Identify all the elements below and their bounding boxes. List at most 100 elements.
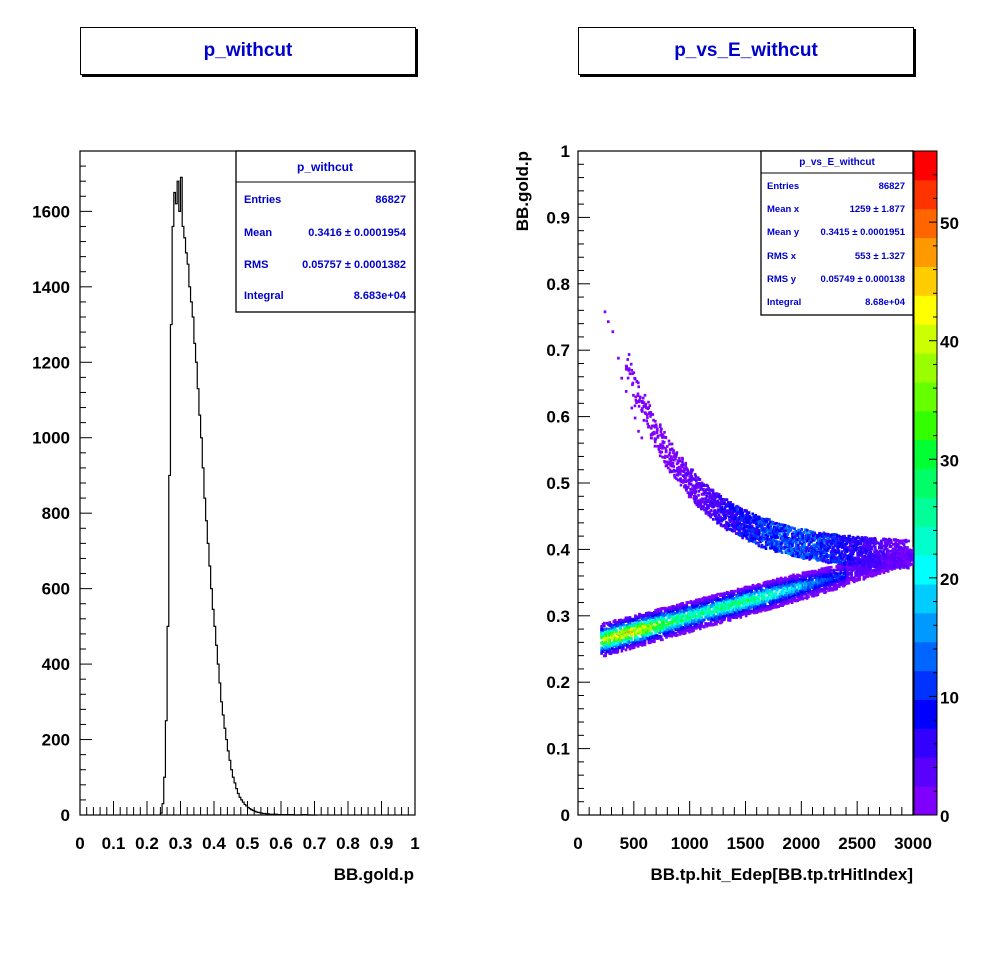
heatmap-cell: [678, 624, 682, 627]
heatmap-cell: [628, 640, 632, 644]
heatmap-cell: [877, 559, 880, 562]
heatmap-cell: [748, 523, 752, 526]
heatmap-cell: [820, 577, 824, 581]
heatmap-cell: [707, 600, 710, 604]
heatmap-cell: [663, 610, 667, 613]
heatmap-cell: [804, 589, 807, 593]
heatmap-cell: [645, 419, 648, 423]
heatmap-cell: [655, 634, 659, 637]
heatmap-cell: [661, 615, 664, 619]
heatmap-cell: [644, 633, 648, 637]
heatmap-cell: [714, 500, 717, 504]
heatmap-cell: [643, 631, 647, 634]
heatmap-cell: [911, 556, 914, 560]
heatmap-cell: [838, 568, 841, 571]
heatmap-cell: [695, 495, 698, 499]
heatmap-cell: [694, 598, 698, 602]
heatmap-cell: [634, 636, 637, 640]
heatmap-cell: [628, 618, 632, 622]
left-y-tick-label: 1400: [32, 278, 70, 297]
heatmap-cell: [734, 607, 737, 611]
heatmap-cell: [869, 574, 872, 578]
heatmap-cell: [666, 445, 669, 448]
heatmap-cell: [772, 543, 776, 547]
heatmap-cell: [908, 556, 911, 560]
heatmap-cell: [824, 575, 828, 579]
heatmap-cell: [712, 609, 716, 613]
heatmap-cell: [679, 479, 683, 483]
heatmap-cell: [834, 574, 837, 578]
heatmap-cell: [850, 568, 853, 571]
heatmap-cell: [608, 639, 611, 643]
heatmap-cell: [764, 543, 768, 546]
heatmap-cell: [827, 589, 830, 592]
heatmap-cell: [793, 527, 796, 531]
heatmap-cell: [647, 613, 651, 617]
heatmap-cell: [784, 594, 787, 597]
heatmap-cell: [623, 626, 626, 629]
heatmap-cell: [794, 593, 798, 597]
heatmap-cell: [771, 606, 775, 609]
heatmap-cell: [705, 608, 709, 612]
heatmap-cell: [653, 634, 656, 638]
heatmap-cell: [626, 641, 629, 645]
heatmap-cell: [700, 610, 703, 614]
heatmap-cell: [676, 478, 680, 482]
heatmap-cell: [703, 604, 706, 608]
heatmap-cell: [690, 622, 694, 626]
heatmap-cell: [707, 617, 710, 621]
heatmap-cell: [773, 594, 776, 598]
heatmap-cell: [653, 619, 656, 622]
heatmap-cell: [628, 626, 632, 630]
heatmap-cell: [719, 497, 723, 501]
heatmap-cell: [827, 573, 830, 577]
heatmap-cell: [782, 590, 786, 594]
heatmap-cell: [693, 623, 697, 627]
heatmap-cell: [835, 576, 838, 579]
heatmap-cell: [784, 580, 787, 584]
heatmap-cell: [830, 565, 833, 569]
right-title: p_vs_E_withcut: [674, 40, 818, 61]
heatmap-cell: [796, 533, 800, 537]
heatmap-cell: [697, 618, 701, 622]
heatmap-cell: [807, 587, 810, 591]
heatmap-cell: [802, 549, 805, 552]
heatmap-cell: [896, 562, 899, 565]
heatmap-cell: [835, 586, 838, 590]
heatmap-cell: [705, 601, 709, 604]
heatmap-cell: [766, 598, 770, 601]
heatmap-cell: [819, 584, 822, 588]
heatmap-cell: [600, 634, 603, 638]
heatmap-cell: [742, 517, 746, 520]
heatmap-cell: [653, 636, 656, 640]
heatmap-cell: [697, 601, 701, 605]
heatmap-cell: [735, 604, 738, 607]
heatmap-cell: [793, 599, 797, 603]
heatmap-cell: [689, 616, 693, 620]
heatmap-cell: [725, 525, 729, 529]
heatmap-cell: [871, 574, 875, 578]
heatmap-cell: [693, 601, 697, 605]
heatmap-cell: [694, 607, 698, 610]
heatmap-cell: [687, 495, 691, 499]
heatmap-cell: [771, 528, 774, 532]
heatmap-cell: [750, 516, 753, 520]
heatmap-cell: [612, 641, 616, 645]
heatmap-cell: [870, 574, 874, 577]
heatmap-cell: [808, 540, 811, 544]
heatmap-cell: [794, 588, 798, 592]
heatmap-cell: [686, 611, 690, 615]
heatmap-cell: [644, 621, 648, 624]
heatmap-cell: [716, 615, 720, 618]
heatmap-cell: [835, 572, 838, 576]
heatmap-cell: [742, 609, 745, 612]
heatmap-cell: [707, 513, 710, 517]
heatmap-cell: [720, 610, 724, 613]
heatmap-cell: [609, 622, 613, 626]
heatmap-cell: [658, 454, 662, 458]
heatmap-cell: [615, 646, 618, 650]
heatmap-cell: [697, 598, 701, 602]
heatmap-cell: [835, 584, 838, 588]
heatmap-cell: [806, 539, 810, 543]
heatmap-cell: [692, 478, 696, 481]
